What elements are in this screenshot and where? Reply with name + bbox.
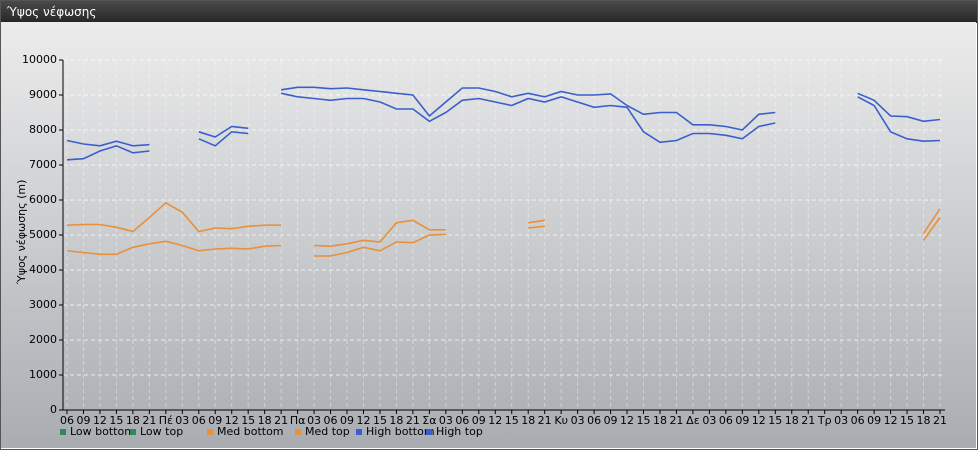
series-line [66,217,941,257]
x-tick-label: 15 [900,414,914,427]
x-tick-label: 15 [373,414,387,427]
x-tick-label: 21 [274,414,288,427]
y-tick-label: 7000 [29,158,57,171]
x-tick-label: 12 [752,414,766,427]
x-tick-label: 06 [60,414,74,427]
x-tick-label: 18 [521,414,535,427]
x-tick-label: 09 [604,414,618,427]
x-tick-label: Πα [290,414,306,427]
x-tick-label: 03 [175,414,189,427]
y-tick-label: 10000 [22,53,57,66]
x-tick-label: 15 [768,414,782,427]
x-tick-label: 15 [109,414,123,427]
x-tick-label: 03 [439,414,453,427]
legend-swatch [426,429,432,435]
x-tick-label: 12 [488,414,502,427]
x-tick-label: 03 [702,414,716,427]
title-bar: Ύψος νέφωσης [1,1,977,23]
legend-swatch [130,429,136,435]
legend-label: Low bottom [70,425,135,438]
x-tick-label: 09 [735,414,749,427]
x-tick-label: 12 [356,414,370,427]
x-tick-label: 03 [307,414,321,427]
x-tick-label: 15 [637,414,651,427]
x-tick-label: 06 [851,414,865,427]
x-tick-label: 06 [719,414,733,427]
x-tick-label: 03 [834,414,848,427]
x-tick-label: 09 [76,414,90,427]
series-line [66,92,941,161]
y-tick-label: 5000 [29,228,57,241]
x-tick-label: 06 [587,414,601,427]
series-line [66,201,941,248]
y-axis-label: Ύψος νέφωσης (m) [15,180,28,286]
x-tick-label: Πέ [159,414,173,427]
x-tick-label: 21 [142,414,156,427]
chart: Ύψος νέφωσης (m) 0 1000 2000 3000 4000 5000 60… [1,22,976,448]
x-tick-label: 21 [669,414,683,427]
x-tick-label: 03 [571,414,585,427]
x-tick-label: 09 [208,414,222,427]
y-tick-label: 9000 [29,88,57,101]
legend-label: High top [436,425,483,438]
legend-label: High bottom [366,425,435,438]
legend-label: Low top [140,425,183,438]
x-tick-label: 18 [126,414,140,427]
x-tick-label: 18 [785,414,799,427]
x-tick-label: 21 [933,414,947,427]
x-tick-label: 18 [258,414,272,427]
x-tick-label: 06 [324,414,338,427]
x-tick-label: 06 [455,414,469,427]
x-tick-label: 09 [472,414,486,427]
x-tick-label: 12 [93,414,107,427]
x-tick-label: Δε [686,414,700,427]
legend-swatch [207,429,213,435]
legend-label: Med bottom [217,425,284,438]
x-tick-label: 18 [389,414,403,427]
y-tick-label: 8000 [29,123,57,136]
x-tick-label: Κυ [554,414,568,427]
series-line [66,86,941,147]
x-tick-label: 15 [505,414,519,427]
x-tick-label: Σα [422,414,436,427]
x-tick-label: Τρ [817,414,832,427]
y-tick-label: 3000 [29,298,57,311]
x-tick-label: 09 [867,414,881,427]
y-tick-label: 6000 [29,193,57,206]
x-tick-label: 06 [192,414,206,427]
x-tick-label: 12 [225,414,239,427]
x-tick-label: 21 [406,414,420,427]
x-tick-label: 21 [801,414,815,427]
legend-swatch [356,429,362,435]
legend-label: Med top [305,425,350,438]
y-tick-label: 2000 [29,333,57,346]
x-tick-label: 21 [538,414,552,427]
y-tick-label: 1000 [29,368,57,381]
x-tick-label: 09 [340,414,354,427]
x-tick-label: 18 [917,414,931,427]
y-tick-label: 0 [50,403,57,416]
x-tick-label: 12 [884,414,898,427]
y-tick-label: 4000 [29,263,57,276]
x-tick-label: 15 [241,414,255,427]
x-tick-label: 18 [653,414,667,427]
window-title: Ύψος νέφωσης [7,5,97,19]
x-tick-label: 12 [620,414,634,427]
legend-swatch [295,429,301,435]
legend-swatch [60,429,66,435]
